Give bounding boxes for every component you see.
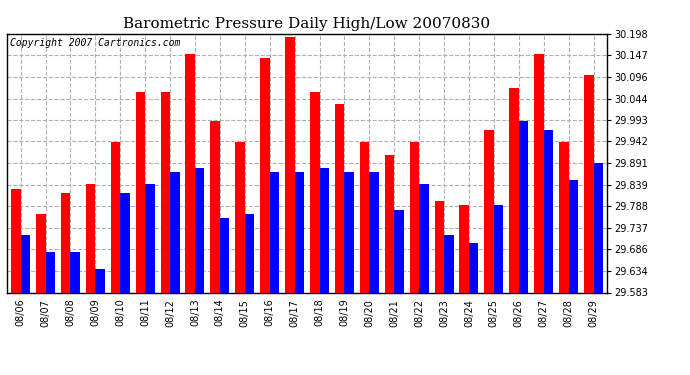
Bar	[484, 130, 494, 292]
Bar	[310, 92, 319, 292]
Bar	[410, 142, 419, 292]
Bar	[435, 201, 444, 292]
Bar	[46, 252, 55, 292]
Bar	[360, 142, 369, 292]
Bar	[335, 104, 344, 292]
Bar	[61, 193, 70, 292]
Bar	[460, 206, 469, 292]
Bar	[295, 172, 304, 292]
Bar	[584, 75, 593, 292]
Bar	[509, 88, 519, 292]
Bar	[120, 193, 130, 292]
Bar	[394, 210, 404, 292]
Bar	[95, 268, 105, 292]
Bar	[186, 54, 195, 292]
Bar	[419, 184, 428, 292]
Bar	[170, 172, 179, 292]
Bar	[534, 54, 544, 292]
Bar	[21, 235, 30, 292]
Bar	[285, 37, 295, 292]
Bar	[161, 92, 170, 292]
Bar	[519, 121, 529, 292]
Bar	[569, 180, 578, 292]
Text: Copyright 2007 Cartronics.com: Copyright 2007 Cartronics.com	[10, 38, 180, 48]
Bar	[145, 184, 155, 292]
Bar	[70, 252, 80, 292]
Bar	[111, 142, 120, 292]
Bar	[11, 189, 21, 292]
Bar	[195, 168, 204, 292]
Bar	[260, 58, 270, 292]
Bar	[319, 168, 329, 292]
Bar	[494, 206, 503, 292]
Bar	[220, 218, 229, 292]
Bar	[469, 243, 478, 292]
Bar	[559, 142, 569, 292]
Bar	[385, 155, 394, 292]
Title: Barometric Pressure Daily High/Low 20070830: Barometric Pressure Daily High/Low 20070…	[124, 17, 491, 31]
Bar	[544, 130, 553, 292]
Bar	[344, 172, 354, 292]
Bar	[245, 214, 254, 292]
Bar	[235, 142, 245, 292]
Bar	[593, 164, 603, 292]
Bar	[86, 184, 95, 292]
Bar	[369, 172, 379, 292]
Bar	[444, 235, 453, 292]
Bar	[270, 172, 279, 292]
Bar	[36, 214, 46, 292]
Bar	[136, 92, 145, 292]
Bar	[210, 121, 220, 292]
